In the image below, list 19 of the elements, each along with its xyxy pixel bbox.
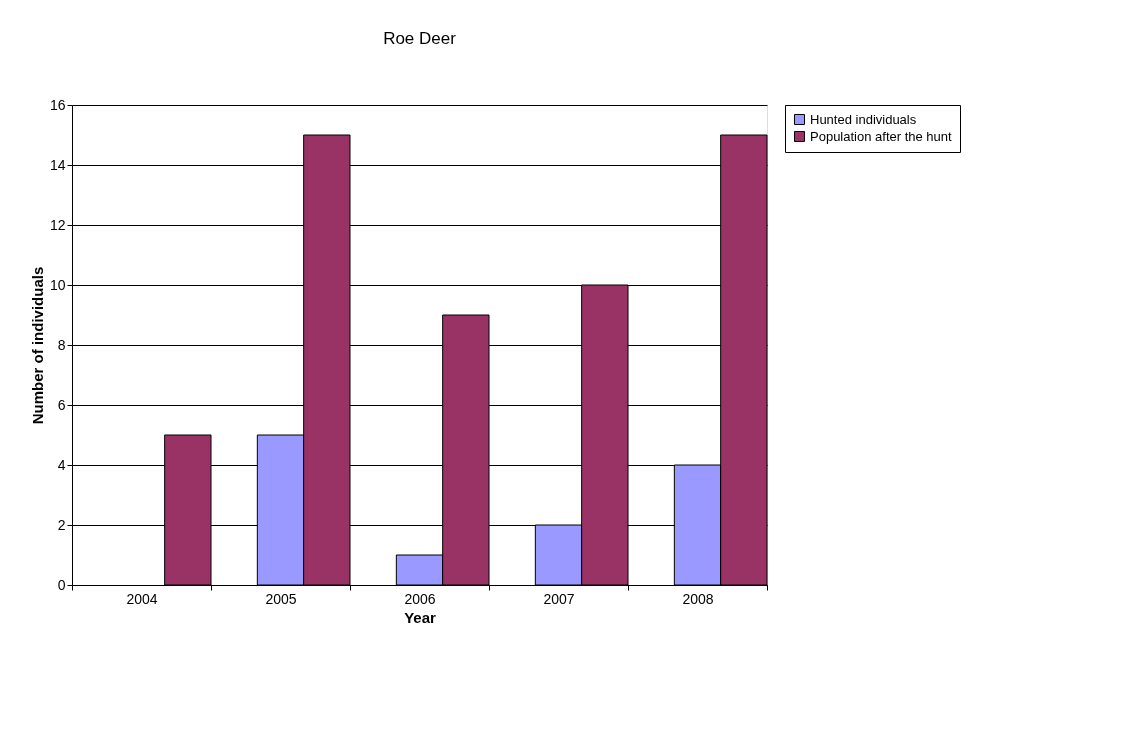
chart-title: Roe Deer [383, 29, 457, 48]
y-tick-label: 10 [49, 276, 66, 293]
y-tick-label: 4 [57, 456, 66, 473]
y-tick-label: 8 [57, 336, 66, 353]
x-axis-title: Year [404, 608, 437, 626]
y-tick-label: 6 [57, 396, 66, 413]
y-tick-label: 14 [49, 156, 66, 173]
legend-label: Hunted individuals [810, 111, 917, 127]
x-tick-label: 2006 [404, 590, 436, 607]
legend-label: Population after the hunt [810, 128, 953, 144]
x-tick-label: 2008 [682, 590, 714, 607]
y-tick-label: 0 [57, 576, 66, 593]
y-tick-label: 12 [49, 216, 66, 233]
x-tick-label: 2005 [265, 590, 297, 607]
y-tick-label: 16 [49, 96, 66, 113]
x-tick-label: 2007 [543, 590, 575, 607]
y-axis-title: Number of individuals [28, 266, 46, 425]
y-tick-label: 2 [57, 516, 66, 533]
x-tick-label: 2004 [126, 590, 158, 607]
